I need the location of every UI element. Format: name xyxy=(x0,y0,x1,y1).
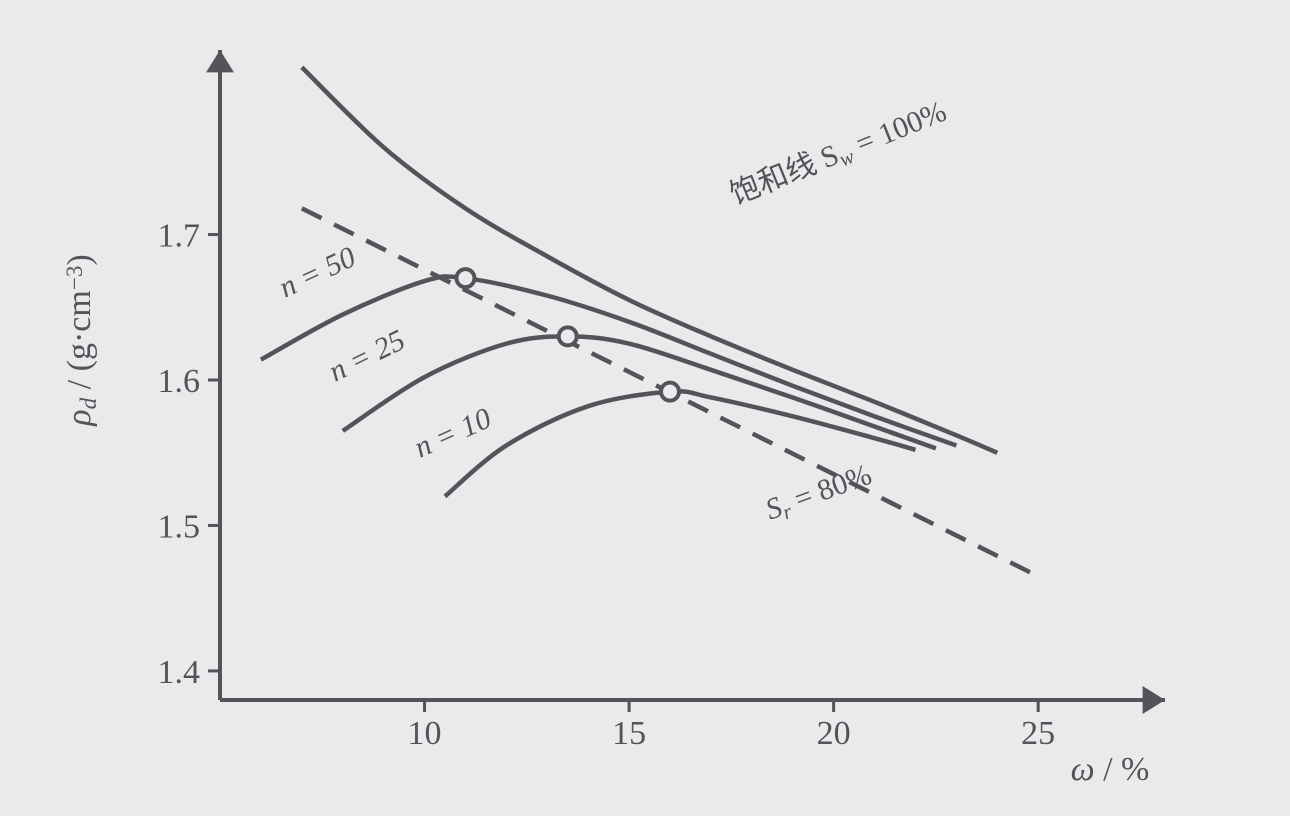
label-saturation: 饱和线 Sw = 100% xyxy=(725,95,952,215)
label-n10: n = 10 xyxy=(409,402,496,465)
label-n50: n = 50 xyxy=(274,241,361,305)
compaction-chart: 1.4 1.5 1.6 1.7 10 15 20 25 ρd / (g·cm−3) ω / % 饱和… xyxy=(0,0,1290,816)
peak-marker xyxy=(456,269,474,287)
x-tick-label: 15 xyxy=(612,715,646,752)
peak-marker xyxy=(559,327,577,345)
y-axis-arrow xyxy=(206,50,234,72)
peak-marker xyxy=(661,383,679,401)
label-n25: n = 25 xyxy=(324,323,411,388)
y-tick-label: 1.4 xyxy=(158,654,201,691)
x-axis-label: ω / % xyxy=(1071,751,1150,788)
y-tick-label: 1.6 xyxy=(158,363,201,400)
y-tick-label: 1.7 xyxy=(158,218,201,255)
y-tick-label: 1.5 xyxy=(158,508,201,545)
y-axis-label: ρd / (g·cm−3) xyxy=(61,254,102,426)
x-tick-label: 20 xyxy=(817,715,851,752)
x-tick-label: 10 xyxy=(408,715,442,752)
x-tick-label: 25 xyxy=(1021,715,1055,752)
x-axis-arrow xyxy=(1143,686,1165,714)
